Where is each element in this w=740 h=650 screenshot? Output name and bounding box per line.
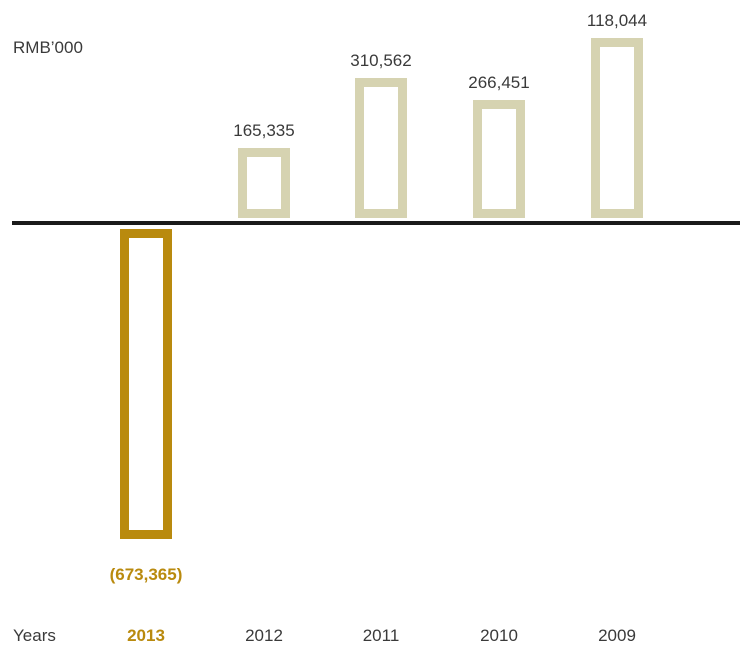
- tick-label-2012: 2012: [245, 626, 283, 645]
- tick-labels-group: 2013 2012 2011 2010 2009: [127, 626, 636, 645]
- bar-2012: [238, 148, 290, 218]
- bar-2013: [120, 229, 172, 539]
- tick-label-2011: 2011: [363, 626, 400, 645]
- unit-label: RMB’000: [13, 38, 83, 57]
- bars-group: [120, 38, 643, 539]
- value-label-2011: 310,562: [350, 51, 411, 70]
- tick-label-2013: 2013: [127, 626, 165, 645]
- bar-2009: [591, 38, 643, 218]
- tick-label-2009: 2009: [598, 626, 636, 645]
- tick-label-2010: 2010: [480, 626, 518, 645]
- value-label-2009: 118,044: [587, 11, 647, 30]
- value-label-2010: 266,451: [468, 73, 529, 92]
- value-label-2012: 165,335: [233, 121, 294, 140]
- value-label-2013: (673,365): [110, 565, 183, 584]
- x-axis-label: Years: [13, 626, 56, 645]
- value-labels-group: (673,365) 165,335 310,562 266,451 118,044: [110, 11, 647, 584]
- bar-2011: [355, 78, 407, 218]
- bar-2010: [473, 100, 525, 218]
